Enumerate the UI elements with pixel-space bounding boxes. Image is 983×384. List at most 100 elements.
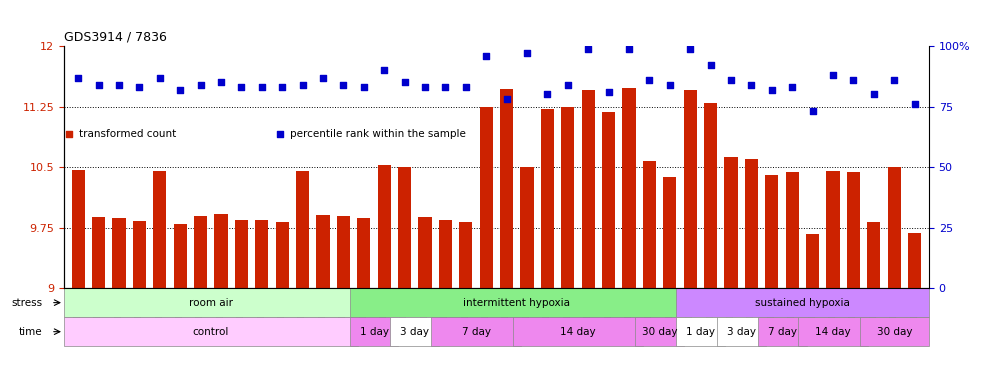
Bar [724,157,737,288]
Bar [846,172,860,288]
Point [906,101,922,107]
Point [316,74,331,81]
Bar [235,220,248,288]
Bar [676,317,724,346]
Bar [676,288,929,317]
Text: transformed count: transformed count [79,129,176,139]
Point [274,84,290,90]
Point [784,84,800,90]
Bar [717,317,766,346]
Point [805,108,821,114]
Bar [582,91,595,288]
Point [356,84,372,90]
Bar [64,288,358,317]
Text: 30 day: 30 day [642,327,677,337]
Point [193,82,208,88]
Bar [432,317,521,346]
Text: 3 day: 3 day [726,327,756,337]
Point [845,77,861,83]
Bar [520,167,534,288]
Bar [317,215,329,288]
Text: time: time [19,327,42,337]
Point [887,77,902,83]
Bar [133,221,146,288]
Text: GDS3914 / 7836: GDS3914 / 7836 [64,30,167,43]
Text: room air: room air [189,298,233,308]
Bar [377,166,391,288]
Bar [357,218,371,288]
Bar [683,91,697,288]
Bar [214,214,228,288]
Point [540,91,555,98]
Point [90,82,106,88]
Bar [785,172,799,288]
Bar [174,223,187,288]
Bar [765,175,779,288]
Point [172,86,188,93]
Text: percentile rank within the sample: percentile rank within the sample [290,129,466,139]
Bar [859,317,929,346]
Bar [745,159,758,288]
Text: 1 day: 1 day [686,327,715,337]
Point [152,74,168,81]
Bar [643,161,656,288]
Point [417,84,433,90]
Bar [256,220,268,288]
Bar [635,317,684,346]
Point [295,82,311,88]
Point [723,77,739,83]
Text: 30 day: 30 day [877,327,912,337]
Bar [64,317,358,346]
Bar [827,171,839,288]
Bar [806,234,819,288]
Bar [350,288,684,317]
Point [580,45,596,51]
Point [71,74,87,81]
Bar [194,215,207,288]
Bar [888,167,900,288]
Point [642,77,658,83]
Point [601,89,616,95]
Point [866,91,882,98]
Text: 14 day: 14 day [560,327,596,337]
Text: 3 day: 3 day [400,327,430,337]
Point [458,84,474,90]
Bar [153,171,166,288]
Bar [480,107,492,288]
Bar [758,317,806,346]
Point [437,84,453,90]
Text: 7 day: 7 day [768,327,796,337]
Point [662,82,677,88]
Text: stress: stress [11,298,42,308]
Text: control: control [193,327,229,337]
Text: 7 day: 7 day [461,327,491,337]
Text: intermittent hypoxia: intermittent hypoxia [463,298,570,308]
Bar [908,233,921,288]
Bar [275,222,289,288]
Point [479,53,494,59]
Point [254,84,269,90]
Bar [92,217,105,288]
Point [335,82,351,88]
Text: 1 day: 1 day [360,327,388,337]
Point [397,79,413,86]
Text: 14 day: 14 day [815,327,851,337]
Bar [622,88,636,288]
Point [213,79,229,86]
Point [682,45,698,51]
Bar [664,177,676,288]
Bar [350,317,398,346]
Point [132,84,147,90]
Bar [602,112,615,288]
Bar [459,222,473,288]
Point [111,82,127,88]
Bar [704,103,718,288]
Bar [561,108,574,288]
Bar [500,89,513,288]
Point [234,84,250,90]
Bar [112,218,126,288]
Text: sustained hypoxia: sustained hypoxia [755,298,850,308]
Bar [390,317,439,346]
Point [560,82,576,88]
Bar [541,109,554,288]
